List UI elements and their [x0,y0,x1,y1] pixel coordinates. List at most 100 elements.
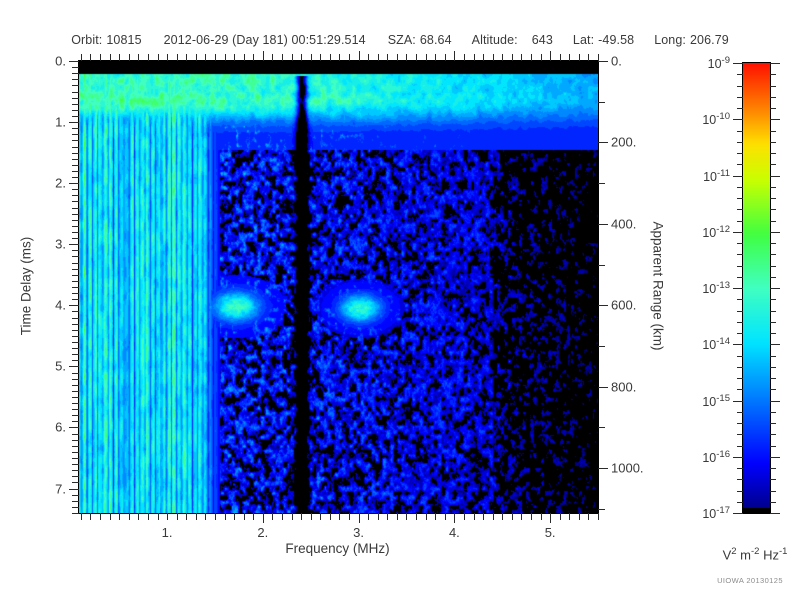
axis-tick [72,341,79,343]
axis-tick [72,390,79,392]
header-orbit-value: 10815 [106,33,142,47]
axis-tick [167,513,169,520]
axis-tick [72,274,79,276]
credit-label: UIOWA 20130125 [717,576,783,585]
axis-tick [349,513,351,520]
colorbar-tick [770,355,776,357]
colorbar-tick [737,501,743,503]
axis-tick [253,54,255,61]
axis-tick [72,85,79,87]
axis-tick [69,122,79,124]
colorbar-tick [737,310,743,312]
axis-tick [72,415,79,417]
colorbar-underflow-cap [743,508,770,513]
y-tick-label: 6. [55,419,66,435]
y-tick-label: 5. [55,358,66,374]
axis-tick [463,513,465,520]
axis-tick [72,232,79,234]
axis-tick [80,54,82,61]
axis-tick [69,427,79,429]
colorbar-tick [733,231,743,233]
axis-tick [387,513,389,520]
header-datetime: 2012-06-29 (Day 181) 00:51:29.514 [164,33,366,47]
axis-tick [262,513,264,523]
colorbar-tick [737,164,743,166]
colorbar-tick [770,445,776,447]
axis-tick [387,54,389,61]
axis-tick [72,134,79,136]
axis-tick [473,54,475,61]
y2-tick-label: 800. [611,379,637,395]
axis-tick [444,513,446,520]
axis-tick [69,305,79,307]
axis-tick [119,54,121,61]
axis-tick [598,183,605,185]
header-latitude-value: -49.58 [598,33,635,47]
header-sza: SZA: 68.64 [388,33,452,47]
colorbar-tick [733,63,743,64]
axis-tick [530,54,532,61]
axis-tick [435,513,437,520]
axis-tick [425,54,427,61]
colorbar: 10-9 10-10 10-11 10-12 10-13 10-14 10-15 10-16 1… [702,55,780,521]
axis-tick [377,54,379,61]
axis-tick [157,513,159,520]
axis-tick [72,323,79,325]
axis-tick [72,378,79,380]
axis-tick [406,54,408,61]
axis-tick [569,54,571,61]
axis-tick [425,513,427,520]
axis-tick [368,513,370,520]
axis-tick [598,346,605,348]
axis-tick [100,54,102,61]
colorbar-tick [733,513,743,514]
axis-tick [72,238,79,240]
axis-tick [72,170,79,172]
colorbar-tick [737,108,743,109]
axis-tick [72,421,79,423]
colorbar-tick [770,220,776,222]
colorbar-tick [737,445,743,447]
colorbar-tick [737,276,743,278]
axis-tick [598,508,605,510]
colorbar-tick [737,186,743,188]
axis-tick [72,464,79,466]
colorbar-tick [737,198,743,199]
axis-tick [205,513,207,520]
axis-tick [282,513,283,520]
axis-tick [502,54,504,61]
axis-tick [598,264,605,266]
axis-tick [69,183,79,185]
axis-tick [72,396,79,398]
y-tick-label: 7. [55,481,66,497]
axis-tick [272,54,274,61]
axis-tick [72,311,79,313]
colorbar-tick [737,333,743,334]
y-tick-label: 3. [55,236,66,252]
axis-tick [72,458,79,460]
colorbar-tick [770,164,776,166]
colorbar-tick [733,175,743,177]
colorbar-tick-label: 10-12 [702,223,730,240]
axis-tick [301,513,303,520]
colorbar-tick [737,479,743,481]
axis-tick [100,513,102,520]
axis-tick [598,223,608,225]
axis-tick [186,54,188,61]
axis-tick [72,201,79,203]
colorbar-tick [770,434,776,436]
axis-tick [301,54,303,61]
axis-tick [176,54,178,61]
colorbar-tick [770,63,780,64]
header-altitude-label: Altitude: [471,33,518,47]
axis-tick [72,354,79,356]
axis-tick [578,54,580,61]
axis-tick [72,287,79,288]
axis-tick [272,513,274,520]
axis-tick [234,513,236,520]
axis-tick [72,451,79,453]
axis-tick [72,73,79,75]
axis-tick [72,494,79,496]
axis-tick [598,427,605,429]
axis-tick [72,256,79,258]
